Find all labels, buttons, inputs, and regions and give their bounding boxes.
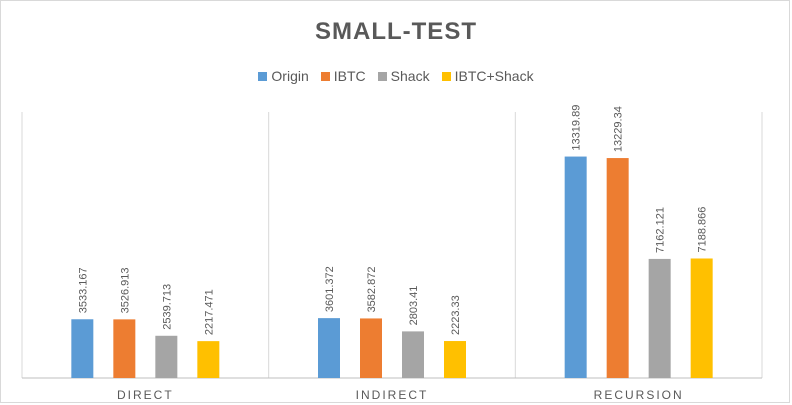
legend-label-ibtc-shack: IBTC+Shack bbox=[454, 68, 534, 84]
bar-ibtc-indirect bbox=[360, 318, 382, 378]
bar-ibtc-shack-direct bbox=[197, 341, 220, 378]
data-label: 2539.713 bbox=[161, 284, 173, 330]
legend-item-ibtc-shack: IBTC+Shack bbox=[441, 68, 534, 84]
data-label: 3582.872 bbox=[366, 267, 378, 313]
data-label: 7188.866 bbox=[697, 207, 709, 253]
bar-shack-recursion bbox=[648, 258, 671, 378]
bar-ibtc-direct bbox=[113, 319, 136, 378]
category-label-indirect: INDIRECT bbox=[356, 388, 429, 402]
data-label: 3601.372 bbox=[324, 266, 336, 312]
bar-origin-direct bbox=[71, 319, 94, 378]
bar-ibtc-shack-indirect bbox=[444, 341, 466, 378]
data-label: 13229.34 bbox=[613, 106, 625, 152]
legend-swatch-shack bbox=[377, 71, 387, 81]
bar-shack-direct bbox=[155, 335, 178, 378]
chart-title: SMALL-TEST bbox=[315, 18, 477, 45]
legend-item-origin: Origin bbox=[258, 68, 309, 84]
data-label: 3526.913 bbox=[119, 267, 131, 313]
legend-item-ibtc: IBTC bbox=[320, 68, 366, 84]
data-label: 13319.89 bbox=[571, 105, 583, 151]
data-label: 3533.167 bbox=[77, 267, 89, 313]
data-label: 7162.121 bbox=[655, 207, 667, 253]
bar-ibtc-recursion bbox=[606, 158, 629, 378]
bar-shack-indirect bbox=[402, 331, 424, 378]
bar-origin-indirect bbox=[318, 318, 340, 378]
legend-label-origin: Origin bbox=[271, 68, 309, 84]
data-label: 2803.41 bbox=[408, 286, 420, 326]
legend-label-ibtc: IBTC bbox=[333, 68, 366, 84]
data-label: 2223.33 bbox=[450, 295, 462, 335]
bar-origin-recursion bbox=[564, 156, 587, 378]
legend-item-shack: Shack bbox=[377, 68, 430, 84]
legend-swatch-ibtc-shack bbox=[441, 71, 451, 81]
legend-swatch-ibtc bbox=[320, 71, 330, 81]
legend: Origin IBTC Shack IBTC+Shack bbox=[0, 68, 792, 84]
bar-ibtc-shack-recursion bbox=[690, 258, 713, 378]
category-label-direct: DIRECT bbox=[117, 388, 174, 402]
legend-label-shack: Shack bbox=[390, 68, 430, 84]
category-label-recursion: RECURSION bbox=[594, 388, 684, 402]
legend-swatch-origin bbox=[258, 71, 268, 81]
data-label: 2217.471 bbox=[203, 289, 215, 335]
